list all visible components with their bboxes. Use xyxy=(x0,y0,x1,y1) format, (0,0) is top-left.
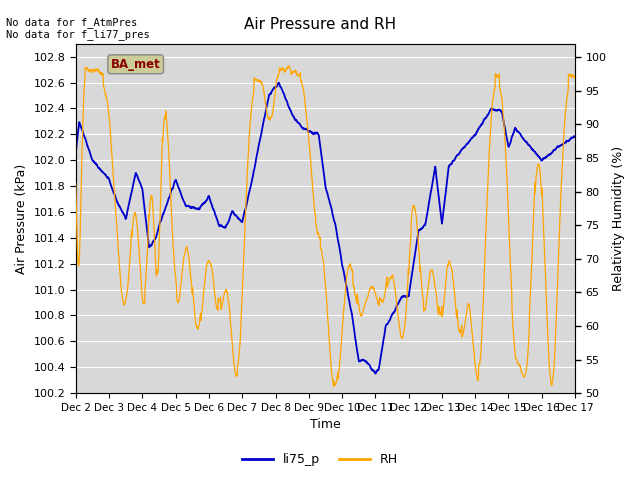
Legend: li75_p, RH: li75_p, RH xyxy=(237,448,403,471)
Y-axis label: Relativity Humidity (%): Relativity Humidity (%) xyxy=(612,146,625,291)
X-axis label: Time: Time xyxy=(310,419,341,432)
Text: BA_met: BA_met xyxy=(111,58,161,71)
Text: Air Pressure and RH: Air Pressure and RH xyxy=(244,17,396,32)
Y-axis label: Air Pressure (kPa): Air Pressure (kPa) xyxy=(15,163,28,274)
Text: No data for f_AtmPres
No data for f_li77_pres: No data for f_AtmPres No data for f_li77… xyxy=(6,17,150,40)
